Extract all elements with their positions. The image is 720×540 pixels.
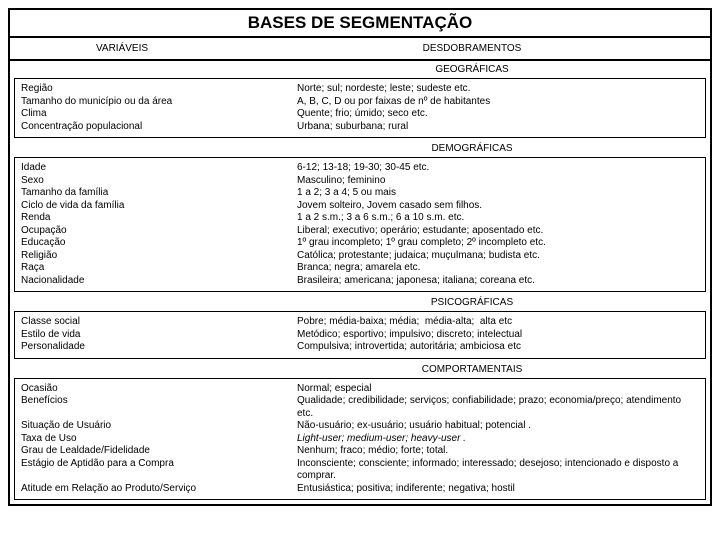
variable-row: Educação [21, 237, 285, 250]
variable-row: Tamanho do município ou da área [21, 96, 285, 109]
variable-row: Sexo [21, 175, 285, 188]
value-row: Metódico; esportivo; impulsivo; discreto… [297, 329, 699, 342]
value-row: Norte; sul; nordeste; leste; sudeste etc… [297, 83, 699, 96]
segmentation-table: BASES DE SEGMENTAÇÃO VARIÁVEIS DESDOBRAM… [8, 8, 712, 506]
variable-row [21, 408, 285, 421]
value-row: A, B, C, D ou por faixas de nº de habita… [297, 96, 699, 109]
variable-row: Concentração populacional [21, 121, 285, 134]
variable-row: Religião [21, 250, 285, 263]
header-desdobramentos: DESDOBRAMENTOS [234, 38, 710, 59]
variable-row: Classe social [21, 316, 285, 329]
value-row: Jovem solteiro, Jovem casado sem filhos. [297, 200, 699, 213]
variable-row: Nacionalidade [21, 275, 285, 288]
category-label: GEOGRÁFICAS [234, 61, 710, 78]
value-row: Qualidade; credibilidade; serviços; conf… [297, 395, 699, 420]
section-box: IdadeSexoTamanho da famíliaCiclo de vida… [14, 157, 706, 292]
value-row: Light-user; medium-user; heavy-user . [297, 433, 699, 446]
variable-row: Clima [21, 108, 285, 121]
values-column: Normal; especialQualidade; credibilidade… [291, 379, 705, 500]
value-row: Compulsiva; introvertida; autoritária; a… [297, 341, 699, 354]
section-box: Classe socialEstilo de vidaPersonalidade… [14, 311, 706, 359]
header-variables: VARIÁVEIS [10, 38, 234, 59]
value-row: Urbana; suburbana; rural [297, 121, 699, 134]
value-row: Pobre; média-baixa; média; média-alta; a… [297, 316, 699, 329]
variable-row: Ocupação [21, 225, 285, 238]
variable-row: Personalidade [21, 341, 285, 354]
variables-column: IdadeSexoTamanho da famíliaCiclo de vida… [15, 158, 291, 291]
variable-row: Tamanho da família [21, 187, 285, 200]
value-row: Quente; frio; úmido; seco etc. [297, 108, 699, 121]
page-title: BASES DE SEGMENTAÇÃO [248, 13, 473, 32]
column-headers: VARIÁVEIS DESDOBRAMENTOS [10, 38, 710, 61]
value-row: 1 a 2 s.m.; 3 a 6 s.m.; 6 a 10 s.m. etc. [297, 212, 699, 225]
value-row: Liberal; executivo; operário; estudante;… [297, 225, 699, 238]
variables-column: OcasiãoBenefícios Situação de UsuárioTax… [15, 379, 291, 500]
value-row: Nenhum; fraco; médio; forte; total. [297, 445, 699, 458]
value-row: 1º grau incompleto; 1º grau completo; 2º… [297, 237, 699, 250]
value-row: 1 a 2; 3 a 4; 5 ou mais [297, 187, 699, 200]
variable-row: Ciclo de vida da família [21, 200, 285, 213]
value-row: Não-usuário; ex-usuário; usuário habitua… [297, 420, 699, 433]
variable-row: Taxa de Uso [21, 433, 285, 446]
variable-row: Benefícios [21, 395, 285, 408]
values-column: 6-12; 13-18; 19-30; 30-45 etc.Masculino;… [291, 158, 705, 291]
variable-row: Renda [21, 212, 285, 225]
variable-row [21, 470, 285, 483]
value-row: Inconsciente; consciente; informado; int… [297, 458, 699, 483]
category-label: PSICOGRÁFICAS [234, 294, 710, 311]
section-box: RegiãoTamanho do município ou da áreaCli… [14, 78, 706, 138]
variable-row: Grau de Lealdade/Fidelidade [21, 445, 285, 458]
variable-row: Região [21, 83, 285, 96]
variable-row: Estilo de vida [21, 329, 285, 342]
value-row: Normal; especial [297, 383, 699, 396]
variable-row: Situação de Usuário [21, 420, 285, 433]
category-label: DEMOGRÁFICAS [234, 140, 710, 157]
value-row: Branca; negra; amarela etc. [297, 262, 699, 275]
variable-row: Idade [21, 162, 285, 175]
variable-row: Ocasião [21, 383, 285, 396]
value-row: 6-12; 13-18; 19-30; 30-45 etc. [297, 162, 699, 175]
variable-row: Raça [21, 262, 285, 275]
variable-row: Atitude em Relação ao Produto/Serviço [21, 483, 285, 496]
value-row: Católica; protestante; judaica; muçulman… [297, 250, 699, 263]
value-row: Entusiástica; positiva; indiferente; neg… [297, 483, 699, 496]
value-row: Masculino; feminino [297, 175, 699, 188]
variables-column: RegiãoTamanho do município ou da áreaCli… [15, 79, 291, 137]
title-box: BASES DE SEGMENTAÇÃO [10, 10, 710, 38]
section-box: OcasiãoBenefícios Situação de UsuárioTax… [14, 378, 706, 501]
category-label: COMPORTAMENTAIS [234, 361, 710, 378]
values-column: Norte; sul; nordeste; leste; sudeste etc… [291, 79, 705, 137]
variable-row: Estágio de Aptidão para a Compra [21, 458, 285, 471]
values-column: Pobre; média-baixa; média; média-alta; a… [291, 312, 705, 358]
value-row: Brasileira; americana; japonesa; italian… [297, 275, 699, 288]
variables-column: Classe socialEstilo de vidaPersonalidade [15, 312, 291, 358]
